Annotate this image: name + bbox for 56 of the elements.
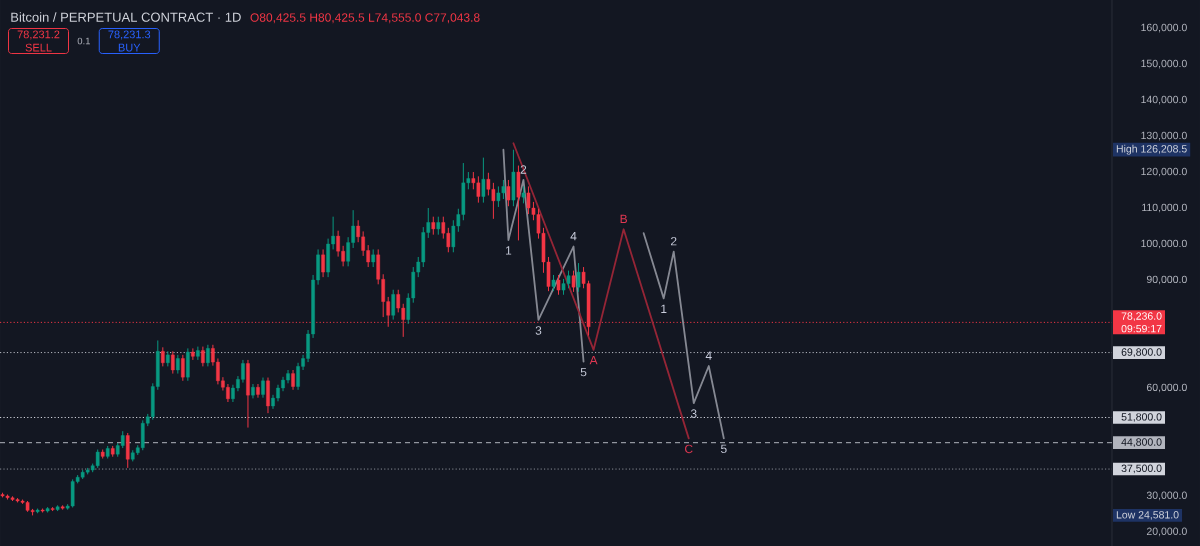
annotation: 3 <box>690 409 697 418</box>
annotation: 5 <box>720 444 727 454</box>
candlestick <box>391 289 396 321</box>
annotation: 1 <box>661 304 667 313</box>
y-tick-label: 150,000.0 <box>1141 59 1187 69</box>
text: High 126,208.5 <box>1116 144 1187 155</box>
text: Bitcoin / PERPETUAL CONTRACT · 1D <box>11 12 241 22</box>
candlestick <box>291 369 295 391</box>
ref-line-label: 51,800.0 <box>1121 413 1162 422</box>
candlestick <box>196 346 200 361</box>
candlestick <box>556 274 561 296</box>
candlestick <box>181 354 185 382</box>
annotation: 5 <box>580 367 587 377</box>
candlestick <box>161 346 165 367</box>
candlestick <box>261 377 265 399</box>
candlestick <box>125 432 130 469</box>
ref-line-label: 44,800.0 <box>1121 438 1162 448</box>
annotation: 78,231.2 SELL <box>17 30 60 52</box>
candlestick <box>201 346 205 367</box>
annotation: B <box>620 214 628 223</box>
annotation: 3 <box>535 326 542 335</box>
annotation: 2 <box>670 236 677 246</box>
line-series <box>642 232 725 440</box>
y-tick-label: 140,000.0 <box>1141 95 1187 105</box>
candlestick <box>176 354 180 375</box>
candlestick <box>481 157 486 204</box>
annotation: A <box>589 356 598 365</box>
line-series <box>502 148 585 363</box>
annotation: C <box>685 444 693 454</box>
annotation: 4 <box>570 232 577 241</box>
candlestick <box>506 179 511 207</box>
annotation: 4 <box>705 351 712 360</box>
y-tick-label: 20,000.0 <box>1146 527 1187 537</box>
ref-line-label: 37,500.0 <box>1121 464 1162 474</box>
y-tick-label: 110,000.0 <box>1142 203 1187 213</box>
y-tick-label: 160,000.0 <box>1141 23 1187 33</box>
line-series <box>512 142 690 440</box>
candlestick <box>321 248 325 278</box>
y-tick-label: 90,000.0 <box>1146 275 1187 285</box>
y-tick-label: 60,000.0 <box>1146 383 1187 393</box>
y-tick-label: 120,000.0 <box>1141 167 1187 177</box>
ref-line-label: 78,236.0 09:59:17 <box>1121 312 1162 333</box>
candlestick <box>571 270 576 293</box>
annotation: 78,231.3 BUY <box>108 30 151 52</box>
ref-line-label: 69,800.0 <box>1121 348 1162 358</box>
annotation: 1 <box>506 246 512 255</box>
y-tick-label: 30,000.0 <box>1146 491 1187 501</box>
candlestick <box>576 262 581 293</box>
annotation: 0.1 <box>77 37 91 45</box>
candlestick <box>206 344 210 367</box>
y-tick-label: 130,000.0 <box>1141 131 1187 141</box>
text: O80,425.5 H80,425.5 L74,555.0 C77,043.8 <box>250 13 480 24</box>
y-tick-label: 100,000.0 <box>1141 239 1187 249</box>
text: Low 24,581.0 <box>1116 511 1179 520</box>
candlestick <box>191 347 195 361</box>
candlestick <box>171 350 175 375</box>
